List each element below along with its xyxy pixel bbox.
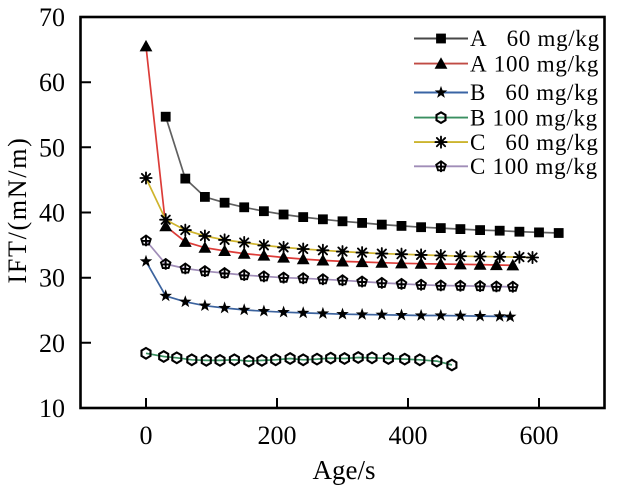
svg-text:Age/s: Age/s (313, 455, 376, 485)
svg-text:60: 60 (39, 68, 65, 97)
svg-text:20: 20 (39, 329, 65, 358)
svg-text:A 100 mg/kg: A 100 mg/kg (470, 51, 599, 76)
svg-text:10: 10 (39, 394, 65, 423)
svg-text:40: 40 (39, 199, 65, 228)
svg-text:600: 600 (520, 421, 559, 450)
svg-text:A 60 mg/kg: A 60 mg/kg (470, 26, 600, 51)
svg-text:IFT/(mN/m): IFT/(mN/m) (3, 137, 32, 284)
svg-text:30: 30 (39, 264, 65, 293)
svg-text:C 100 mg/kg: C 100 mg/kg (470, 154, 598, 179)
svg-text:0: 0 (140, 421, 153, 450)
svg-text:B 100 mg/kg: B 100 mg/kg (470, 105, 598, 130)
svg-text:C 60 mg/kg: C 60 mg/kg (470, 130, 599, 155)
svg-text:70: 70 (39, 3, 65, 32)
svg-text:200: 200 (258, 421, 297, 450)
svg-text:B 60 mg/kg: B 60 mg/kg (470, 80, 599, 105)
svg-text:400: 400 (389, 421, 428, 450)
svg-text:50: 50 (39, 133, 65, 162)
